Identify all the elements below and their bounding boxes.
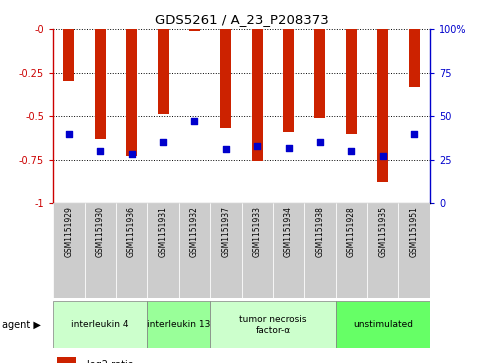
Bar xyxy=(63,29,74,81)
Bar xyxy=(220,29,231,129)
Point xyxy=(128,152,135,158)
Bar xyxy=(314,29,326,118)
Bar xyxy=(126,29,137,156)
Text: GSM1151932: GSM1151932 xyxy=(190,206,199,257)
Point xyxy=(97,148,104,154)
Text: GSM1151928: GSM1151928 xyxy=(347,206,356,257)
Bar xyxy=(273,203,304,298)
Bar xyxy=(179,203,210,298)
Bar xyxy=(336,203,367,298)
Bar xyxy=(95,29,106,139)
Bar xyxy=(409,29,420,86)
Bar xyxy=(346,29,357,134)
Text: GSM1151938: GSM1151938 xyxy=(315,206,325,257)
Text: GSM1151931: GSM1151931 xyxy=(158,206,168,257)
Bar xyxy=(57,357,76,363)
Point xyxy=(253,143,261,149)
Bar xyxy=(252,29,263,162)
Bar xyxy=(283,29,294,132)
Text: GSM1151937: GSM1151937 xyxy=(221,206,230,257)
Bar xyxy=(304,203,336,298)
Point xyxy=(348,148,355,154)
Bar xyxy=(210,301,336,348)
Text: GSM1151936: GSM1151936 xyxy=(127,206,136,257)
Point xyxy=(65,131,73,136)
Text: GSM1151933: GSM1151933 xyxy=(253,206,262,257)
Text: GSM1151934: GSM1151934 xyxy=(284,206,293,257)
Text: GSM1151951: GSM1151951 xyxy=(410,206,419,257)
Bar xyxy=(53,301,147,348)
Bar xyxy=(398,203,430,298)
Point xyxy=(379,153,387,159)
Point xyxy=(316,139,324,145)
Text: log2 ratio: log2 ratio xyxy=(87,360,134,363)
Bar xyxy=(147,203,179,298)
Text: GSM1151935: GSM1151935 xyxy=(378,206,387,257)
Bar xyxy=(116,203,147,298)
Point xyxy=(222,146,230,152)
Bar xyxy=(210,203,242,298)
Text: GSM1151929: GSM1151929 xyxy=(64,206,73,257)
Bar xyxy=(242,203,273,298)
Bar xyxy=(147,301,210,348)
Bar xyxy=(53,203,85,298)
Bar xyxy=(336,301,430,348)
Bar xyxy=(85,203,116,298)
Text: agent ▶: agent ▶ xyxy=(2,320,41,330)
Text: interleukin 13: interleukin 13 xyxy=(147,321,211,329)
Point xyxy=(411,131,418,136)
Text: interleukin 4: interleukin 4 xyxy=(71,321,129,329)
Bar xyxy=(189,29,200,31)
Point xyxy=(191,118,199,124)
Text: tumor necrosis
factor-α: tumor necrosis factor-α xyxy=(239,315,307,335)
Point xyxy=(159,139,167,145)
Text: unstimulated: unstimulated xyxy=(353,321,413,329)
Point xyxy=(285,144,293,150)
Bar xyxy=(367,203,398,298)
Text: GDS5261 / A_23_P208373: GDS5261 / A_23_P208373 xyxy=(155,13,328,26)
Text: GSM1151930: GSM1151930 xyxy=(96,206,105,257)
Bar xyxy=(157,29,169,114)
Bar xyxy=(377,29,388,182)
